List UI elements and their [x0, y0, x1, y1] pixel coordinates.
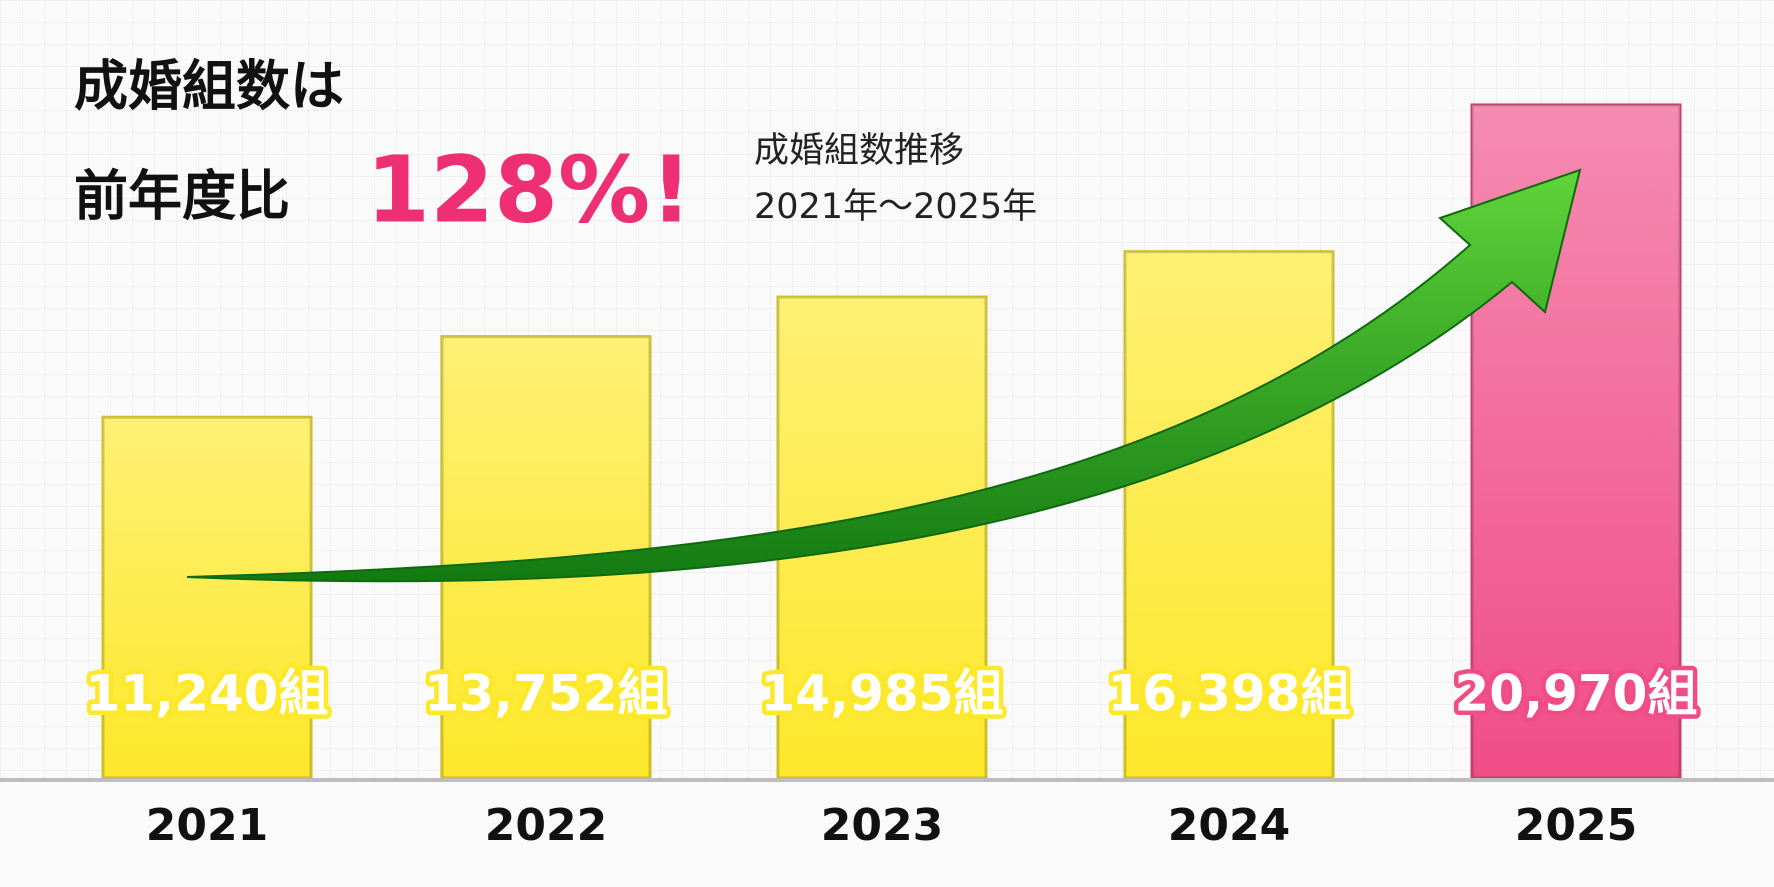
x-tick-label: 2023	[821, 800, 943, 851]
headline-highlight: 128%!	[366, 136, 692, 243]
value-label: 14,985組	[761, 665, 1004, 723]
subtitle: 2021年～2025年	[754, 187, 1037, 227]
subtitle: 成婚組数推移	[754, 131, 964, 171]
headline: 前年度比	[74, 165, 290, 228]
x-tick-label: 2021	[146, 800, 268, 851]
trend-arrow	[186, 168, 1582, 583]
value-label: 16,398組	[1108, 665, 1351, 723]
labels: 11,240組 2021 13,752組 2022 14,985組 2023 16,398組…	[81, 660, 1702, 851]
value-label: 13,752組	[425, 665, 668, 723]
x-tick-label: 2024	[1168, 800, 1290, 851]
bar-outline	[101, 415, 313, 780]
bar-outline	[1123, 250, 1335, 780]
headline: 成婚組数は	[74, 55, 344, 118]
value-label: 11,240組	[86, 665, 329, 723]
x-tick-label: 2025	[1515, 800, 1637, 851]
x-tick-label: 2022	[485, 800, 607, 851]
value-label: 20,970組	[1455, 665, 1698, 723]
